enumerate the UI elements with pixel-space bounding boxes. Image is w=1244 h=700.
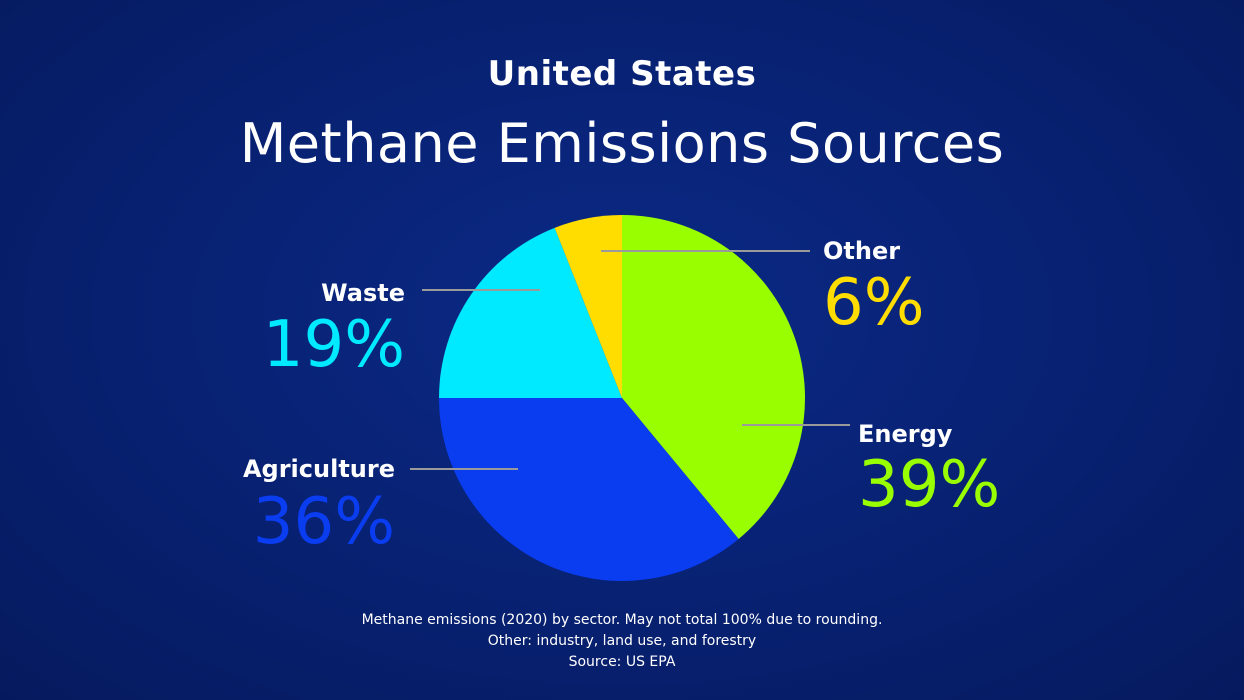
footnote-line-1: Methane emissions (2020) by sector. May … [361, 612, 883, 628]
pie-slice-waste [439, 227, 622, 398]
slice-percent-agriculture: 36% [253, 485, 395, 559]
chart-footnote: Methane emissions (2020) by sector. May … [0, 610, 1244, 673]
chart-subtitle: United States [487, 54, 757, 94]
footnote-line-2: Other: industry, land use, and forestry [487, 633, 757, 649]
slice-label-other: Other [823, 237, 900, 265]
slice-percent-other: 6% [823, 266, 925, 340]
pie-slice-other [554, 215, 622, 398]
slice-percent-energy: 39% [858, 448, 1000, 522]
slice-label-waste: Waste [321, 279, 405, 307]
pie-slice-agriculture [439, 398, 739, 581]
chart-title: Methane Emissions Sources [239, 112, 1005, 175]
slice-label-agriculture: Agriculture [243, 455, 395, 483]
footnote-source: Source: US EPA [568, 654, 676, 670]
slice-label-energy: Energy [858, 420, 953, 448]
slice-percent-waste: 19% [263, 308, 405, 382]
pie-slice-energy [622, 215, 805, 540]
